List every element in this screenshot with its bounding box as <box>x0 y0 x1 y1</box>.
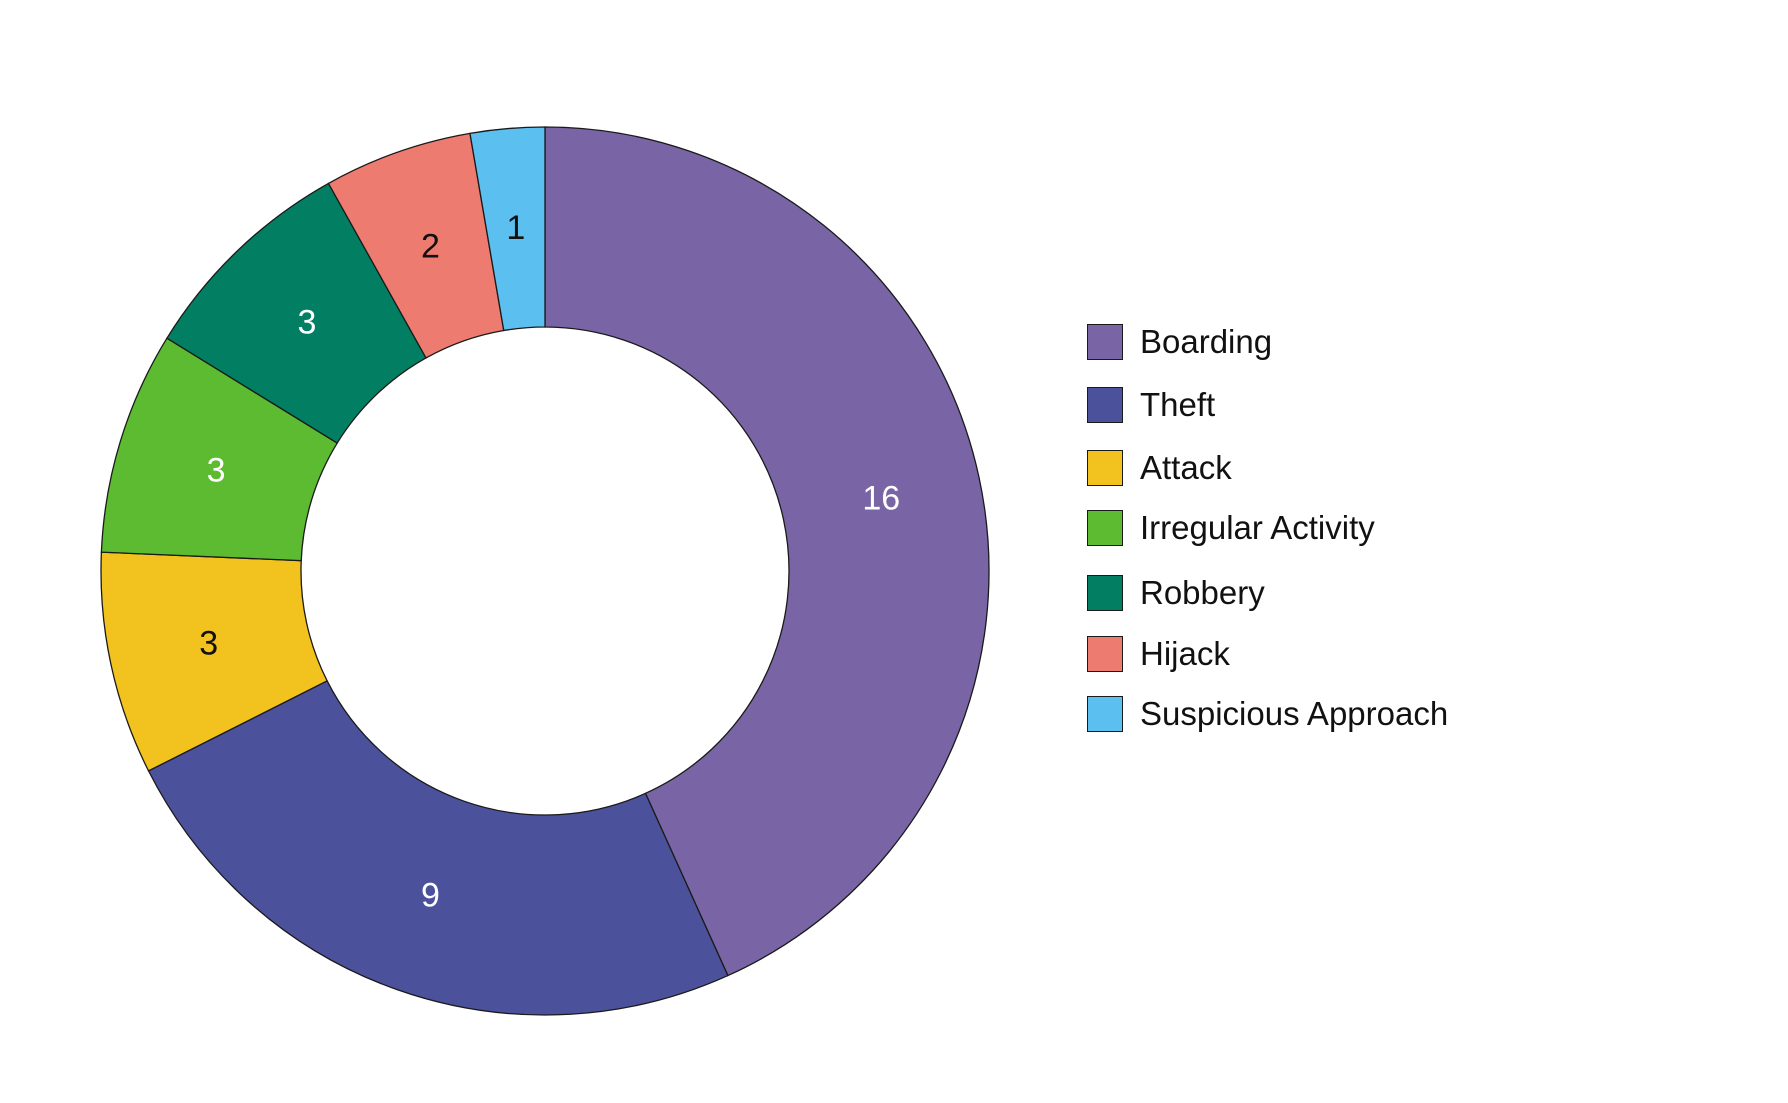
slice-suspicious-approach <box>469 126 546 332</box>
legend-label-theft: Theft <box>1140 386 1216 423</box>
legend-label-attack: Attack <box>1140 449 1232 486</box>
slice-boarding <box>544 126 990 977</box>
slice-labels: 16 9 3 3 3 2 1 <box>199 209 900 914</box>
legend-item-hijack: Hijack <box>1087 634 1230 674</box>
legend-swatch-boarding <box>1087 324 1123 360</box>
legend-item-irregular-activity: Irregular Activity <box>1087 508 1375 548</box>
legend-swatch-suspicious-approach <box>1087 696 1123 732</box>
legend-swatch-hijack <box>1087 636 1123 672</box>
legend-swatch-robbery <box>1087 575 1123 611</box>
slice-value-label-attack: 3 <box>199 624 218 662</box>
slice-value-label-irregular-activity: 3 <box>207 451 226 489</box>
legend-label-boarding: Boarding <box>1140 323 1273 360</box>
slice-theft <box>147 679 729 1016</box>
legend-swatch-attack <box>1087 450 1123 486</box>
legend-item-robbery: Robbery <box>1087 573 1265 613</box>
legend-item-theft: Theft <box>1087 385 1215 425</box>
legend-item-attack: Attack <box>1087 448 1232 488</box>
legend-swatch-theft <box>1087 387 1123 423</box>
slice-value-label-robbery: 3 <box>298 304 317 342</box>
legend-label-robbery: Robbery <box>1140 574 1265 611</box>
legend-swatch-irregular-activity <box>1087 510 1123 546</box>
legend-label-irregular-activity: Irregular Activity <box>1140 509 1375 546</box>
slice-value-label-suspicious-approach: 1 <box>506 209 525 247</box>
legend-label-suspicious-approach: Suspicious Approach <box>1140 695 1449 732</box>
legend-label-hijack: Hijack <box>1140 635 1230 672</box>
legend-item-suspicious-approach: Suspicious Approach <box>1087 694 1448 734</box>
slice-value-label-boarding: 16 <box>862 480 900 518</box>
legend-item-boarding: Boarding <box>1087 322 1272 362</box>
slice-value-label-theft: 9 <box>421 876 440 914</box>
donut-slices <box>100 126 990 1016</box>
slice-value-label-hijack: 2 <box>421 228 440 266</box>
